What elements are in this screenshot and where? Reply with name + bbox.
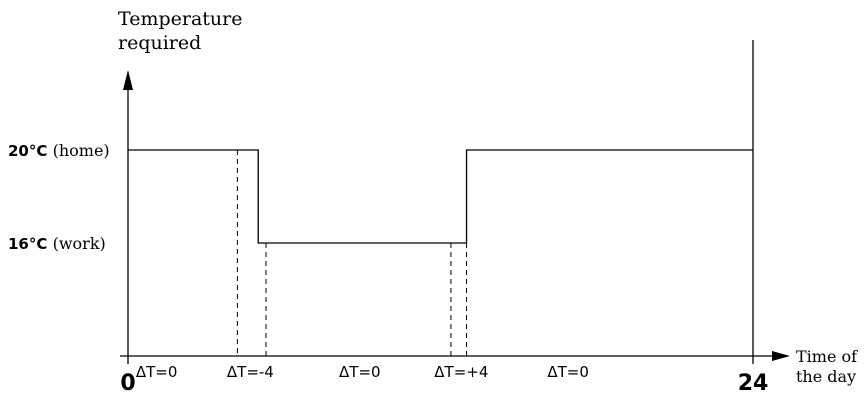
x-axis-arrow-icon [772, 351, 790, 361]
guide-layer [236, 150, 468, 356]
y-level-number-0: 20°C [8, 142, 53, 160]
y-level-number-1: 16°C [8, 235, 53, 253]
x-axis-title-line-2: the day [796, 367, 856, 386]
label-layer: 20°C (home) 16°C (work) 0 24 ΔT=0 ΔT=-4 ΔT=0 ΔT… [8, 141, 768, 396]
delta-label-4: ΔT=0 [547, 363, 589, 381]
series-layer [128, 149, 753, 244]
y-axis-arrow-icon [123, 70, 133, 90]
y-axis-title-line-2: required [118, 32, 201, 54]
x-tick-label-0: 0 [120, 371, 135, 396]
y-axis-title-line-1: Temperature [118, 8, 242, 30]
y-level-word-1: (work) [53, 234, 106, 253]
delta-label-0: ΔT=0 [136, 363, 178, 381]
x-axis-title-line-1: Time of [796, 347, 858, 366]
y-level-label-0: 20°C (home) [8, 141, 110, 160]
delta-label-1: ΔT=-4 [227, 363, 274, 381]
delta-label-3: ΔT=+4 [434, 363, 488, 381]
delta-label-2: ΔT=0 [339, 363, 381, 381]
series-line-0 [128, 149, 753, 244]
y-level-label-1: 16°C (work) [8, 234, 106, 253]
y-level-word-0: (home) [53, 141, 110, 160]
x-tick-label-1: 24 [738, 371, 769, 396]
